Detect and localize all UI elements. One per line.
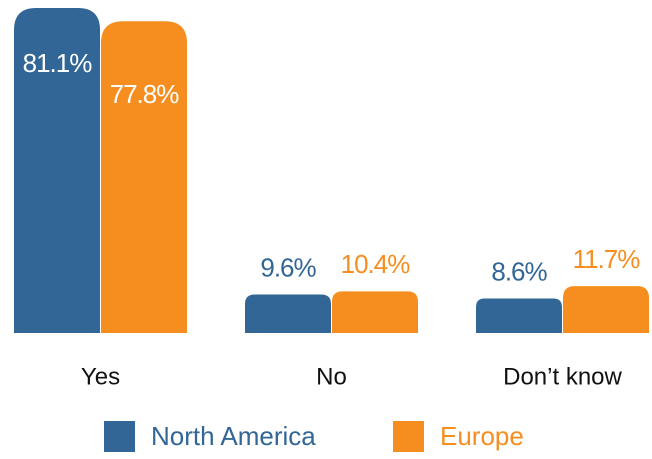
value-label: 10.4% — [341, 249, 411, 279]
bar — [101, 21, 187, 333]
category-label: Don’t know — [503, 363, 622, 390]
legend-swatch — [104, 421, 135, 452]
bar — [332, 291, 418, 333]
bar — [476, 298, 562, 333]
value-label: 8.6% — [491, 256, 547, 286]
legend-label: Europe — [440, 421, 524, 451]
bar — [245, 294, 331, 333]
category-label: Yes — [81, 363, 120, 390]
value-label: 77.8% — [110, 79, 180, 109]
value-label: 81.1% — [23, 48, 93, 78]
legend-swatch — [393, 421, 424, 452]
bar — [14, 8, 100, 333]
legend-label: North America — [151, 421, 316, 451]
bar — [563, 286, 649, 333]
value-label: 9.6% — [260, 252, 316, 282]
value-label: 11.7% — [573, 244, 641, 274]
category-label: No — [316, 363, 347, 390]
